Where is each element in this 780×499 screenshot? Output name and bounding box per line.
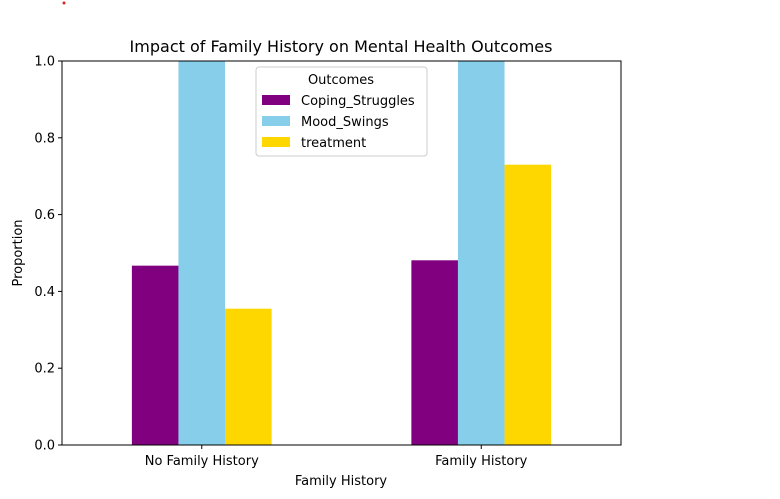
x-axis: No Family History Family History bbox=[145, 445, 528, 469]
legend-swatch bbox=[262, 116, 290, 126]
bar-coping-struggles-0 bbox=[131, 265, 179, 445]
legend-swatch bbox=[262, 137, 290, 147]
legend: Outcomes Coping_Struggles Mood_Swingstrea… bbox=[255, 66, 428, 157]
x-tick-label: No Family History bbox=[145, 454, 259, 469]
legend-label: Mood_Swings bbox=[301, 115, 389, 130]
x-axis-title: Family History bbox=[295, 474, 388, 489]
chart-title: Impact of Family History on Mental Healt… bbox=[130, 37, 553, 56]
y-axis: 0.0 0.2 0.4 0.6 0.8 1.0 bbox=[34, 55, 62, 454]
y-tick-label: 0.4 bbox=[34, 285, 55, 300]
bars-group bbox=[131, 61, 552, 445]
bar-mood-swings-0 bbox=[178, 61, 226, 445]
y-tick-label: 1.0 bbox=[34, 55, 55, 70]
red-dot-mark bbox=[62, 1, 66, 5]
legend-label: Coping_Struggles bbox=[301, 94, 415, 109]
bar-coping-struggles-1 bbox=[411, 260, 458, 445]
y-tick-label: 0.0 bbox=[34, 439, 55, 454]
bar-treatment-1 bbox=[504, 164, 552, 445]
y-axis-title: Proportion bbox=[11, 219, 26, 286]
legend-title: Outcomes bbox=[308, 73, 374, 88]
bar-treatment-0 bbox=[225, 308, 272, 445]
x-tick-label: Family History bbox=[435, 454, 528, 469]
legend-label: treatment bbox=[301, 136, 366, 151]
plot-frame bbox=[61, 60, 622, 446]
y-tick-label: 0.6 bbox=[34, 208, 55, 223]
legend-swatch bbox=[262, 95, 290, 105]
bar-mood-swings-1 bbox=[457, 61, 505, 445]
y-tick-label: 0.2 bbox=[34, 362, 55, 377]
y-tick-label: 0.8 bbox=[34, 131, 55, 146]
legend-box bbox=[255, 66, 428, 157]
